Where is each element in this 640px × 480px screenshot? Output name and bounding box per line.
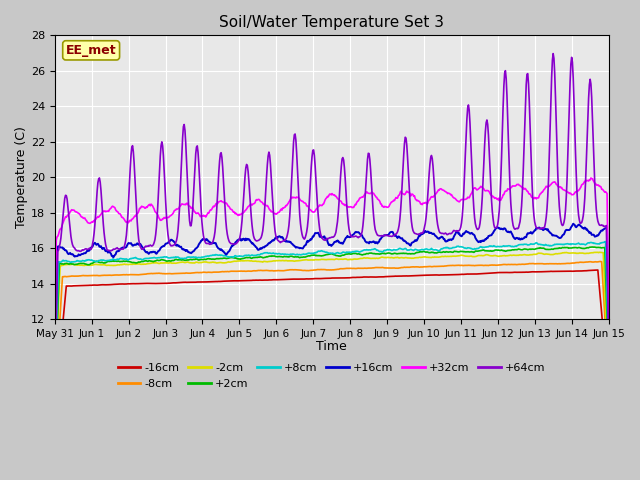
- +64cm: [51, 390, 59, 396]
- +8cm: [602, 239, 609, 244]
- Text: EE_met: EE_met: [66, 44, 116, 57]
- +32cm: [587, 175, 595, 181]
- -16cm: [594, 267, 602, 273]
- -2cm: [399, 255, 407, 261]
- +64cm: [415, 231, 423, 237]
- Line: -16cm: -16cm: [55, 270, 609, 409]
- Line: -2cm: -2cm: [55, 252, 609, 390]
- -2cm: [118, 262, 125, 267]
- -8cm: [399, 264, 407, 270]
- -8cm: [174, 271, 182, 276]
- -8cm: [118, 272, 125, 278]
- +2cm: [589, 244, 596, 250]
- -16cm: [605, 389, 612, 395]
- -8cm: [596, 259, 604, 264]
- +16cm: [174, 243, 182, 249]
- -16cm: [118, 281, 125, 287]
- +16cm: [570, 221, 577, 227]
- +8cm: [415, 247, 423, 253]
- -2cm: [174, 260, 182, 265]
- -16cm: [204, 279, 211, 285]
- +2cm: [415, 249, 423, 255]
- +32cm: [415, 198, 423, 204]
- -2cm: [204, 259, 211, 265]
- +32cm: [51, 354, 59, 360]
- Line: +16cm: +16cm: [55, 224, 609, 389]
- +2cm: [605, 363, 612, 369]
- -16cm: [51, 406, 59, 412]
- +32cm: [399, 191, 407, 197]
- +64cm: [399, 166, 407, 172]
- +16cm: [415, 233, 423, 239]
- +16cm: [118, 245, 125, 251]
- +8cm: [204, 253, 211, 259]
- -8cm: [605, 380, 612, 386]
- -2cm: [605, 380, 612, 386]
- +32cm: [204, 211, 211, 217]
- Legend: -16cm, -8cm, -2cm, +2cm, +8cm, +16cm, +32cm, +64cm: -16cm, -8cm, -2cm, +2cm, +8cm, +16cm, +3…: [113, 359, 550, 393]
- +16cm: [204, 237, 211, 242]
- -2cm: [51, 387, 59, 393]
- +16cm: [605, 324, 612, 330]
- X-axis label: Time: Time: [316, 340, 347, 353]
- -8cm: [61, 274, 68, 279]
- +64cm: [605, 337, 612, 343]
- Y-axis label: Temperature (C): Temperature (C): [15, 126, 28, 228]
- +16cm: [51, 386, 59, 392]
- -16cm: [174, 280, 182, 286]
- +8cm: [61, 258, 68, 264]
- +2cm: [204, 256, 211, 262]
- +32cm: [118, 215, 125, 220]
- Line: +64cm: +64cm: [55, 54, 609, 393]
- +32cm: [61, 216, 68, 221]
- +64cm: [549, 51, 557, 57]
- +8cm: [51, 394, 59, 400]
- +64cm: [118, 246, 125, 252]
- +2cm: [51, 395, 59, 400]
- -8cm: [204, 269, 211, 275]
- +2cm: [61, 261, 68, 266]
- -16cm: [415, 273, 423, 278]
- +64cm: [204, 240, 211, 246]
- Title: Soil/Water Temperature Set 3: Soil/Water Temperature Set 3: [219, 15, 444, 30]
- +8cm: [605, 354, 612, 360]
- -16cm: [61, 300, 68, 305]
- +2cm: [118, 259, 125, 264]
- -16cm: [399, 273, 407, 279]
- -2cm: [593, 249, 601, 255]
- +16cm: [61, 247, 68, 253]
- Line: +8cm: +8cm: [55, 241, 609, 397]
- -2cm: [415, 254, 423, 260]
- -8cm: [51, 402, 59, 408]
- +32cm: [605, 326, 612, 332]
- Line: +32cm: +32cm: [55, 178, 609, 357]
- -2cm: [61, 262, 68, 267]
- +64cm: [174, 228, 182, 233]
- +2cm: [174, 257, 182, 263]
- +2cm: [399, 251, 407, 256]
- +8cm: [174, 254, 182, 260]
- Line: +2cm: +2cm: [55, 247, 609, 397]
- -8cm: [415, 264, 423, 270]
- +8cm: [118, 256, 125, 262]
- +16cm: [399, 237, 407, 243]
- +32cm: [174, 206, 182, 212]
- +8cm: [399, 247, 407, 252]
- +64cm: [61, 195, 68, 201]
- Line: -8cm: -8cm: [55, 262, 609, 405]
